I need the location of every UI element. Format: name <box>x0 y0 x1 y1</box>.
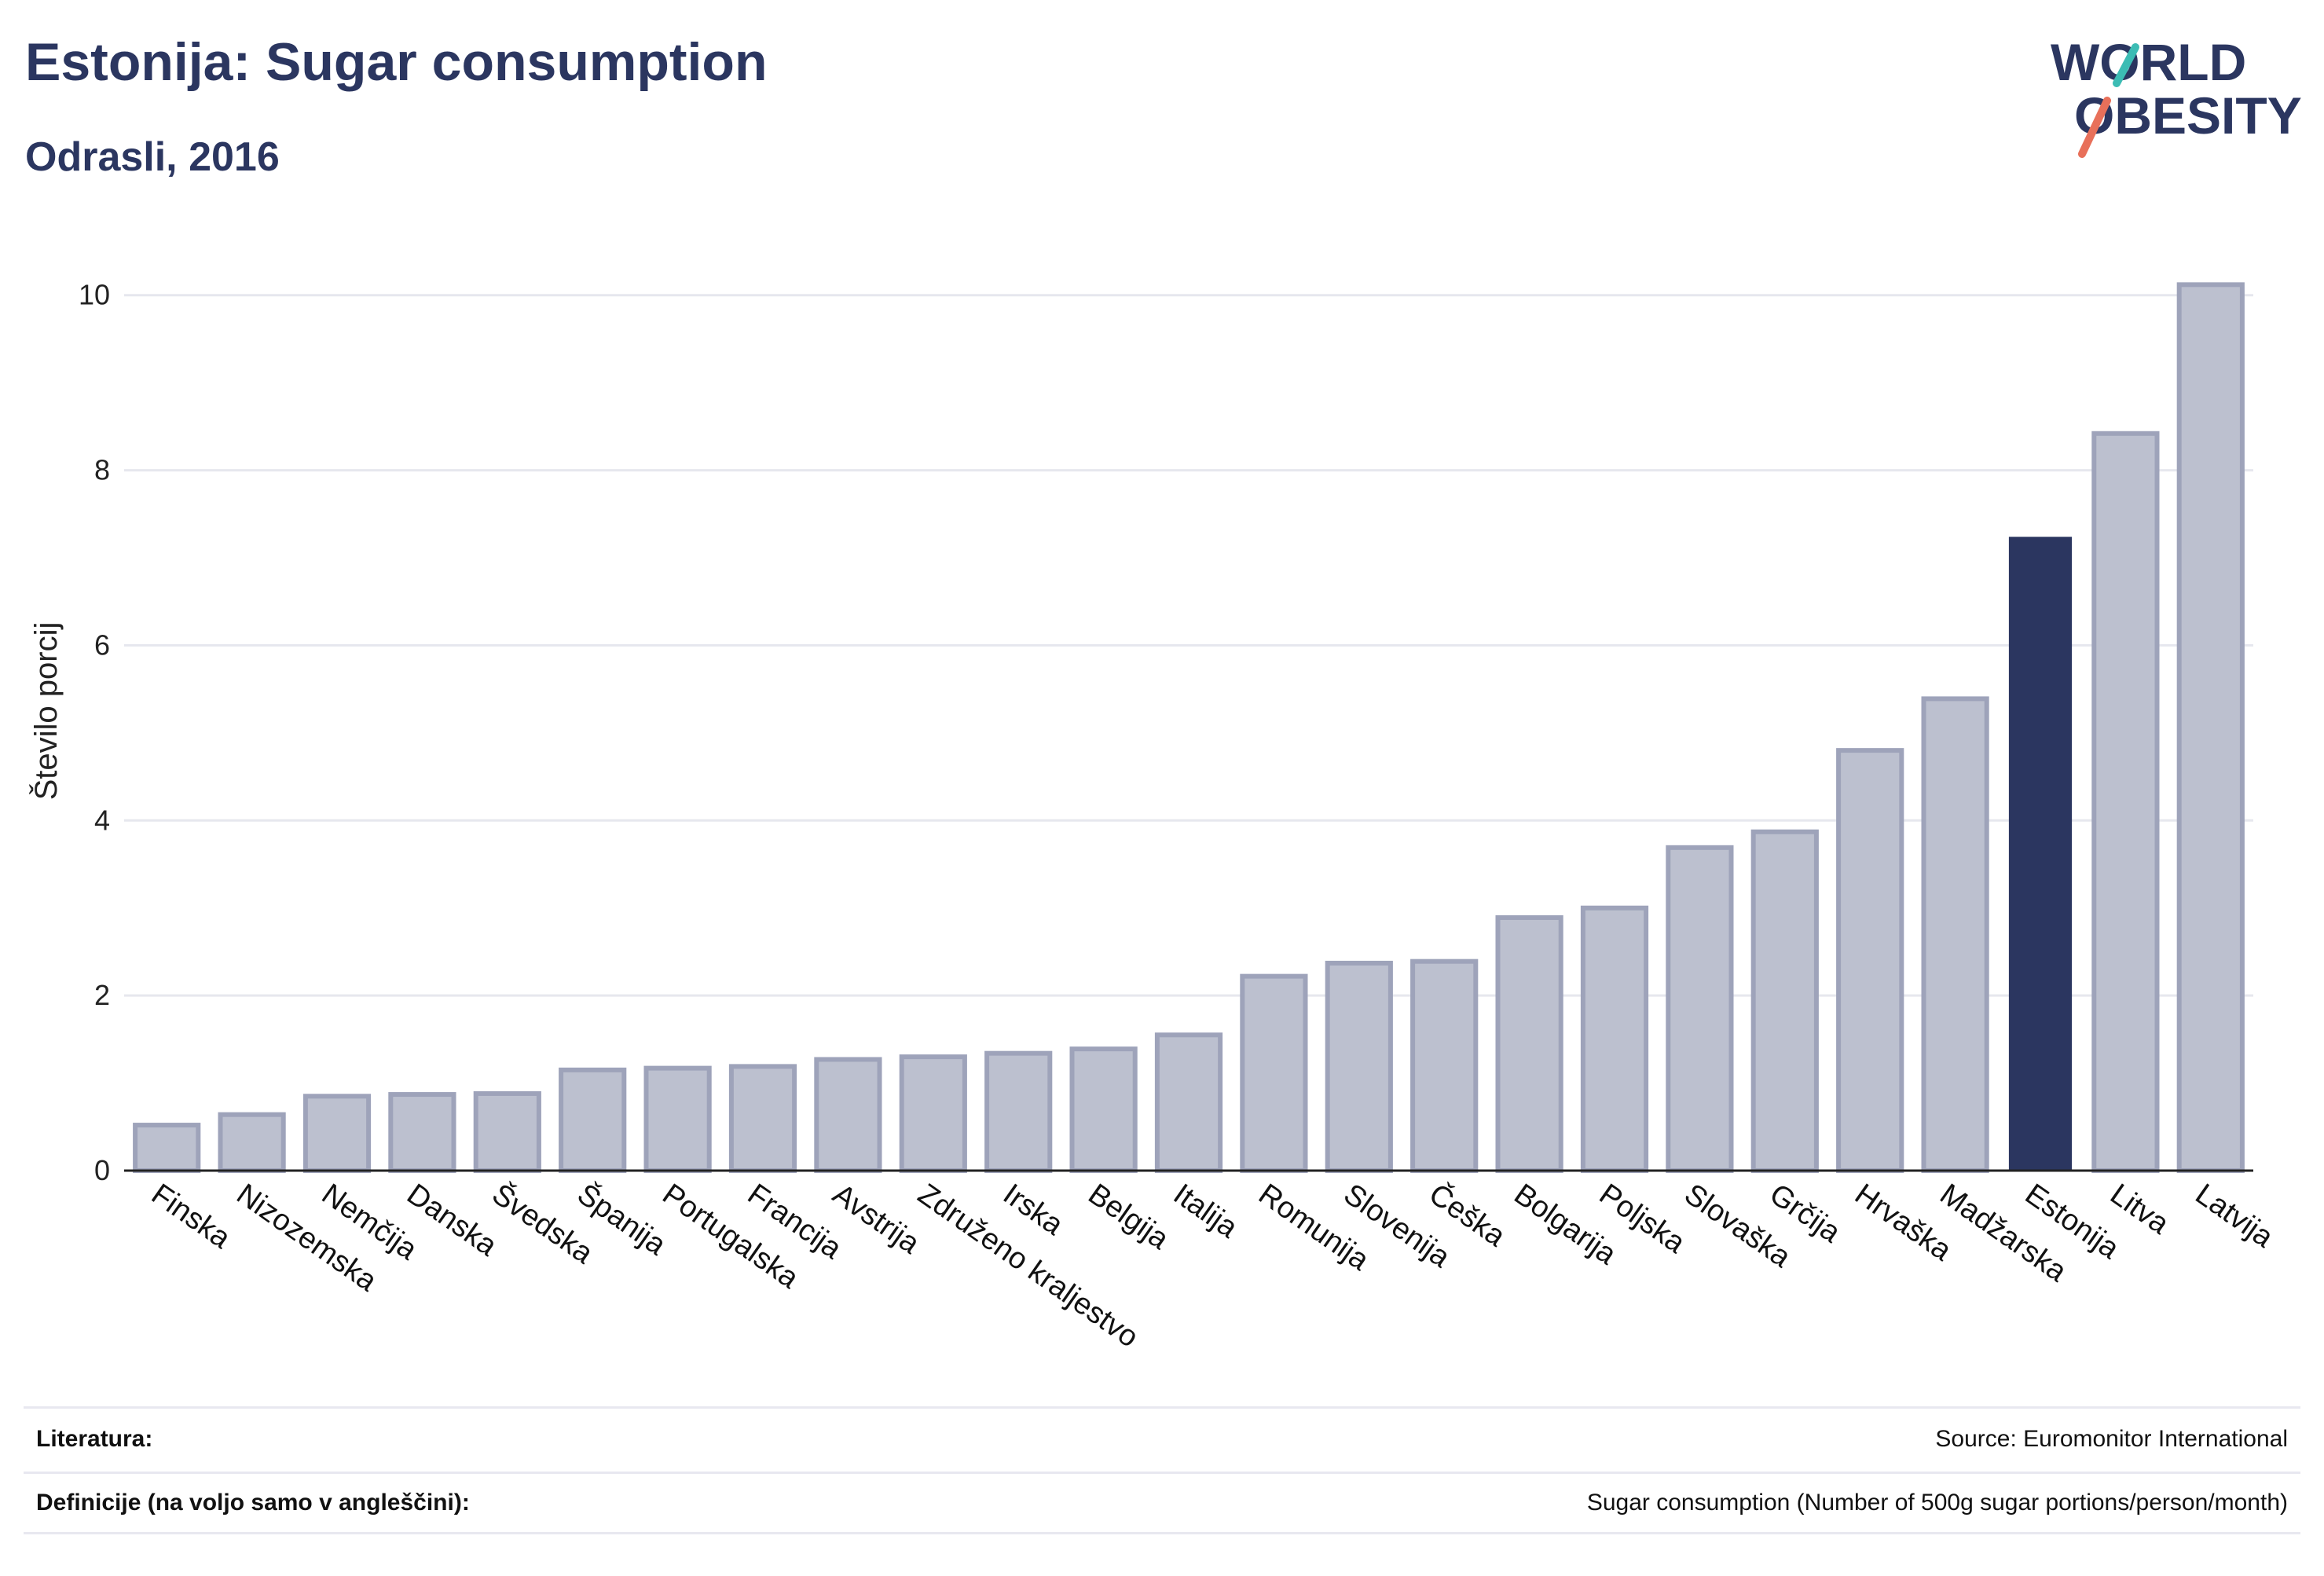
y-tick-label: 8 <box>94 454 110 486</box>
y-tick-label: 4 <box>94 804 110 836</box>
x-tick-label: Hrvaška <box>1849 1178 1958 1268</box>
x-tick-label: Belgija <box>1082 1178 1175 1256</box>
y-tick-label: 2 <box>94 979 110 1011</box>
references-label: Literatura: <box>36 1425 153 1452</box>
x-tick-label: Italija <box>1167 1178 1244 1245</box>
bar <box>1836 748 1904 1173</box>
bar <box>1495 914 1563 1173</box>
bar <box>133 1123 201 1173</box>
y-tick-label: 0 <box>94 1154 110 1186</box>
bar <box>728 1064 797 1174</box>
logo-line-2: OBESITY <box>2074 86 2302 145</box>
bar <box>1154 1032 1223 1174</box>
bar <box>1921 696 1989 1173</box>
x-tick-label: Avstrija <box>827 1178 926 1261</box>
bar <box>1750 829 1819 1174</box>
definitions-value: Sugar consumption (Number of 500g sugar … <box>1586 1490 2288 1516</box>
logo-line-1: WORLD <box>2051 33 2246 91</box>
chart-subtitle: Odrasli, 2016 <box>25 134 280 180</box>
bar <box>2176 282 2245 1173</box>
references-value: Source: Euromonitor International <box>1935 1425 2288 1452</box>
bar <box>388 1092 456 1173</box>
bar <box>1580 905 1649 1173</box>
world-obesity-logo: WORLD OBESITY <box>2051 33 2302 158</box>
logo-slash-bottom <box>2078 97 2111 158</box>
y-axis-title: Število porcij <box>28 622 64 801</box>
bar <box>1666 845 1734 1174</box>
bar <box>643 1065 712 1173</box>
bar <box>899 1054 967 1173</box>
chart-title: Estonija: Sugar consumption <box>25 32 768 92</box>
bar <box>559 1067 627 1174</box>
bar <box>1240 973 1308 1173</box>
bar <box>2091 431 2160 1173</box>
logo-slash-top <box>2113 43 2139 87</box>
bar <box>473 1090 541 1174</box>
bar <box>302 1094 372 1174</box>
bar <box>1410 958 1479 1173</box>
bar <box>984 1050 1053 1173</box>
bar <box>1325 960 1393 1174</box>
definitions-row: Definicije (na voljo samo v angleščini):… <box>24 1472 2300 1534</box>
x-tick-label: Finska <box>145 1178 236 1255</box>
bar <box>1069 1046 1138 1173</box>
bar <box>814 1057 882 1173</box>
references-row: Literatura: Source: Euromonitor Internat… <box>24 1406 2300 1469</box>
y-tick-label: 6 <box>94 629 110 661</box>
y-tick-label: 10 <box>79 279 110 311</box>
x-tick-label: Latvija <box>2190 1178 2280 1255</box>
bar-highlighted <box>2008 537 2073 1171</box>
bar <box>218 1112 286 1173</box>
x-tick-label: Danska <box>401 1178 503 1263</box>
definitions-label: Definicije (na voljo samo v angleščini): <box>36 1490 470 1516</box>
